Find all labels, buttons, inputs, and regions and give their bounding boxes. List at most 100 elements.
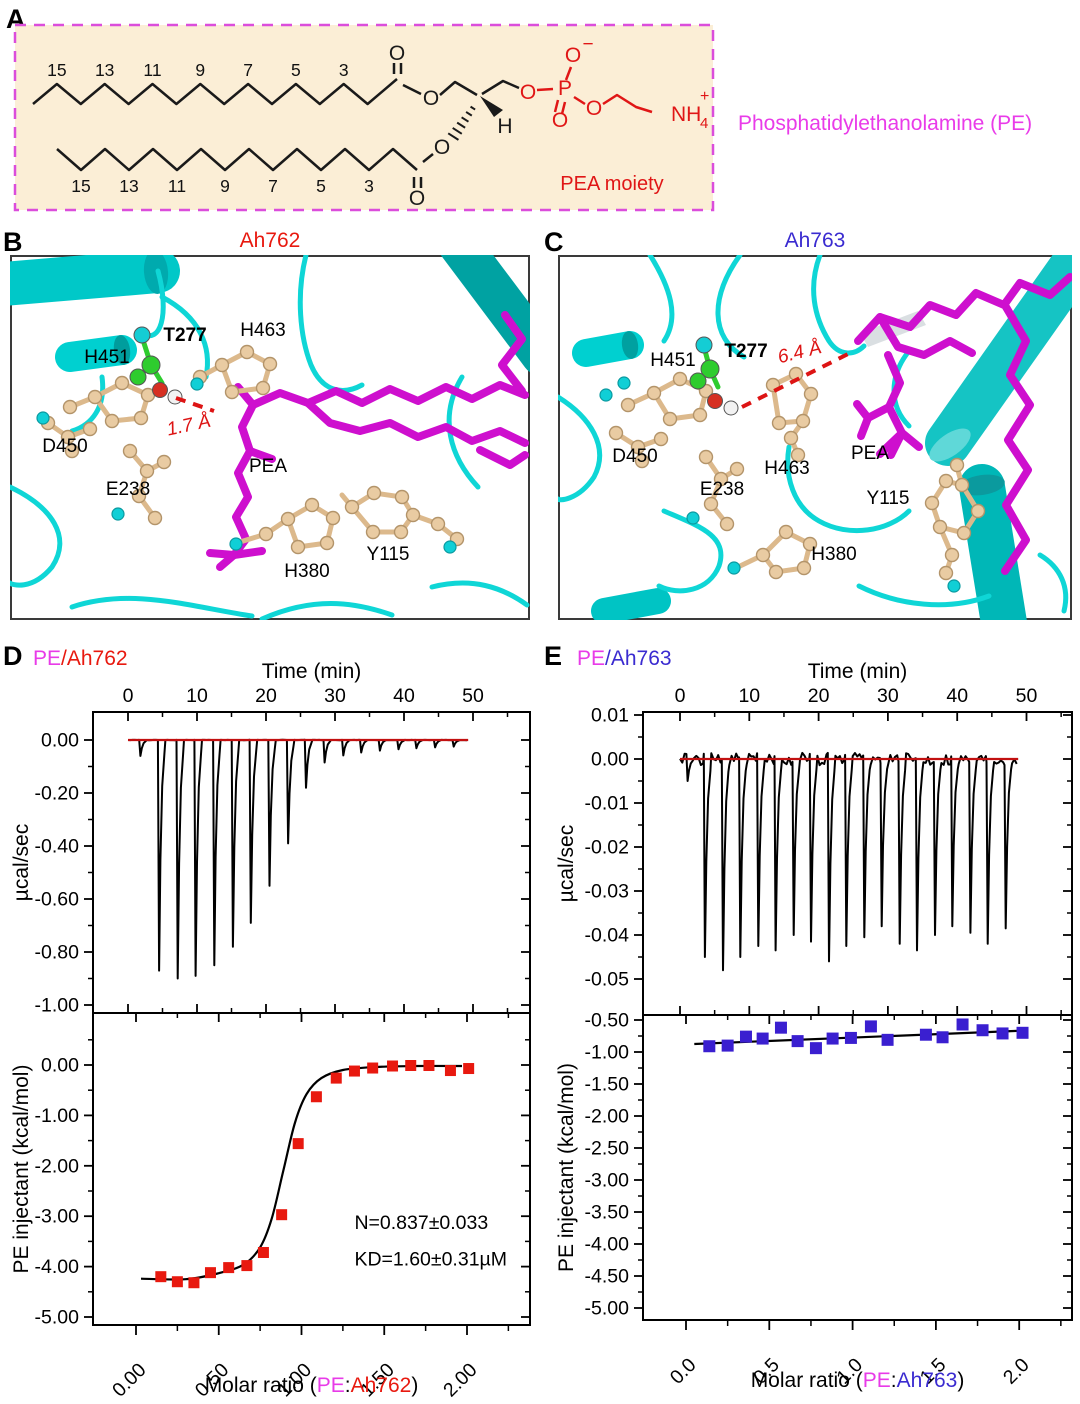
fit-parameter-annotation: KD=1.60±0.31µM — [354, 1249, 507, 1271]
residue-atom — [803, 386, 819, 402]
t277-atom — [133, 326, 151, 344]
pea-ligand-sticks — [476, 446, 529, 469]
data-point-marker — [956, 1018, 969, 1031]
residue-atom — [630, 439, 646, 455]
bond-red — [553, 99, 567, 115]
y-axis-label: µcal/sec — [555, 825, 578, 902]
x-tick-label: 50 — [462, 685, 484, 707]
t277-atom — [141, 355, 161, 375]
bond — [402, 83, 422, 96]
residue-atom — [755, 547, 771, 563]
y-tick-label: -2.50 — [585, 1138, 630, 1160]
residue-atom — [796, 560, 812, 576]
backbone-atom — [229, 537, 243, 551]
y-tick-label: -2.00 — [35, 1155, 80, 1177]
residue-atom — [771, 415, 787, 431]
data-point-marker — [330, 1072, 342, 1084]
y-tick-label: -5.00 — [585, 1298, 630, 1320]
residue-label-h380: H380 — [284, 561, 329, 582]
residue-atom — [104, 413, 120, 429]
y-tick-label: -4.00 — [35, 1256, 80, 1278]
residue-label-e238: E238 — [106, 479, 150, 500]
backbone-atom — [947, 579, 961, 593]
helix-cylinder — [591, 588, 671, 620]
residue-atom — [768, 564, 784, 580]
t277-atom — [707, 393, 723, 409]
loop-ribbon — [69, 374, 106, 434]
panel-d-title: PE/Ah762 — [33, 647, 128, 671]
t277-atom — [129, 368, 147, 386]
data-point-marker — [826, 1032, 839, 1045]
y-tick-label: -0.02 — [585, 837, 629, 859]
residue-atom — [653, 431, 669, 447]
data-point-marker — [405, 1060, 417, 1072]
molar-ratio-axis-label: Molar ratio (PE:Ah762) — [205, 1374, 419, 1397]
helix-cylinder — [55, 335, 137, 372]
x-tick-label: 0 — [123, 685, 134, 707]
residue-atom — [393, 524, 409, 540]
acyl-chain-top — [32, 78, 398, 106]
minus-charge: − — [582, 34, 593, 55]
residue-atom — [64, 443, 80, 459]
residue-atom — [114, 375, 130, 391]
y-tick-label: -0.03 — [585, 881, 629, 903]
atom-o-phosphoester: O — [520, 81, 536, 104]
carbon-number-bottom: 7 — [268, 176, 278, 196]
data-point-marker — [791, 1035, 804, 1048]
y-tick-label: -0.01 — [585, 793, 629, 815]
pea-ligand-sticks — [246, 447, 276, 463]
data-point-marker — [171, 1276, 183, 1288]
data-point-marker — [721, 1039, 734, 1052]
atom-o-minus: O — [565, 44, 581, 67]
loop-ribbon — [558, 394, 603, 503]
glycerol-bond — [439, 80, 478, 97]
residue-atom — [319, 535, 335, 551]
loop-ribbon — [811, 255, 867, 356]
y-tick-label: -4.00 — [585, 1234, 630, 1256]
panel-a-chemical-structure: 15 13 11 9 7 5 3 15 13 11 9 7 5 3 O O O O H O P O − O… — [13, 23, 1032, 212]
residue-label-t277: T277 — [163, 325, 206, 346]
backbone-atom — [36, 411, 50, 425]
y-tick-label: -0.60 — [35, 889, 80, 911]
hash-bond — [447, 132, 460, 141]
backbone-atom — [686, 511, 700, 525]
fit-parameter-annotation: N=0.837±0.033 — [354, 1212, 488, 1234]
y-tick-label: 0.00 — [41, 730, 79, 752]
t277-atom — [700, 359, 720, 379]
panel-c-title: Ah763 — [784, 229, 846, 252]
pea-ligand-sticks — [216, 551, 238, 571]
distance-dashed-line — [175, 396, 215, 413]
atom-nh: NH — [671, 103, 701, 126]
residue-atom — [394, 489, 410, 505]
residue-atom — [778, 524, 794, 540]
t277-atom — [695, 336, 713, 354]
y-tick-label: -3.00 — [585, 1170, 630, 1192]
loop-ribbon — [785, 444, 912, 534]
nh4-charge: + — [700, 88, 709, 105]
residue-label-y115: Y115 — [867, 488, 910, 509]
residue-atom — [325, 510, 341, 526]
residue-atom — [924, 495, 940, 511]
e-isotherm-plot: 0.0 0.5 1.0 1.5 2.0-0.50-1.00-1.50-2.00-2.50… — [555, 1010, 1073, 1392]
residue-label-h451: H451 — [84, 347, 129, 368]
panel-e-itc-charts: 0 10 20 30 40 50 0.01 0.00 -0.01 -0.02 -0.03 -0.04 -… — [555, 660, 1073, 1392]
x-tick-label: 10 — [738, 685, 760, 707]
residue-atom — [304, 497, 320, 513]
x-tick-label: 20 — [255, 685, 277, 707]
e-thermogram-plot: 0 10 20 30 40 50 0.01 0.00 -0.01 -0.02 -0.03 -0.04 -… — [555, 660, 1073, 1016]
residue-atom — [258, 526, 274, 542]
ligand-label-pea: PEA — [249, 456, 287, 477]
data-point-marker — [809, 1042, 822, 1055]
residue-atom — [62, 399, 78, 415]
t277-atom — [167, 389, 183, 405]
helix-cylinder — [959, 464, 1027, 620]
thermogram-trace — [679, 751, 1018, 972]
carbon-number-top: 11 — [143, 60, 161, 80]
double-bond-c2 — [412, 177, 423, 188]
residue-atom — [783, 430, 799, 446]
atom-labels: O O O O H O P O − O O NH 4 + — [389, 34, 710, 210]
beta-strand — [860, 311, 926, 347]
y-tick-label: -0.05 — [585, 969, 630, 991]
carbon-number-top: 7 — [243, 60, 253, 80]
